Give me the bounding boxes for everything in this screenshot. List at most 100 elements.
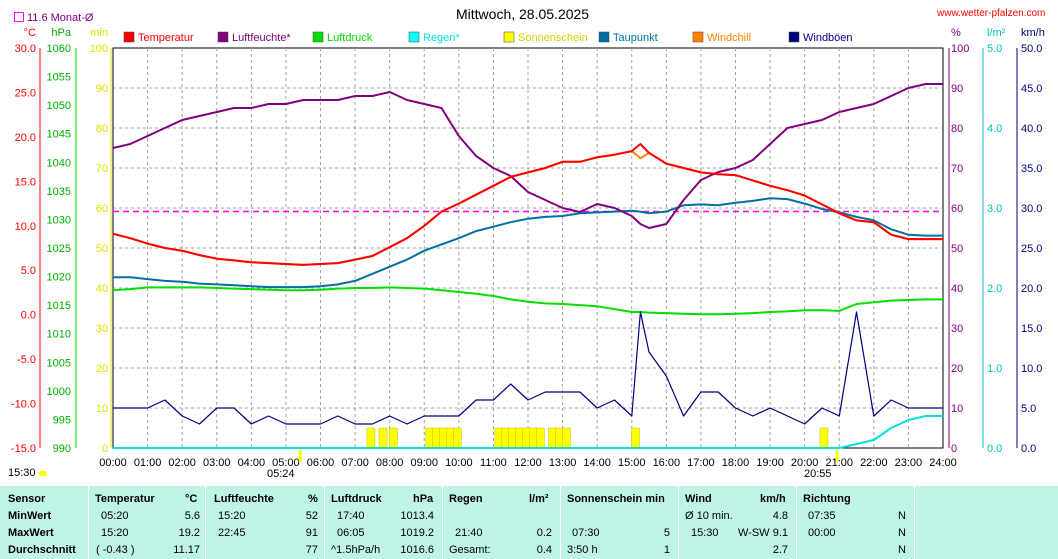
x-tick-label: 24:00 (929, 457, 957, 469)
sun-value: 1 (663, 544, 670, 556)
legend-label: Regen* (423, 32, 460, 44)
stats-table: Sensor Temperatur °C Luftfeuchte % Luftd… (0, 486, 1058, 559)
x-tick-label: 19:00 (756, 457, 784, 469)
x-tick-label: 16:00 (653, 457, 681, 469)
pressure-value: 1019.2 (400, 527, 434, 539)
temperature-axis-tick-label: 0.0 (21, 310, 36, 322)
wind-axis-tick-label: 20.0 (1021, 283, 1042, 295)
wind-axis-tick-label: 15.0 (1021, 323, 1042, 335)
humidity-axis-tick-label: 50 (951, 243, 963, 255)
humidity-axis-tick-label: 90 (951, 83, 963, 95)
temp-value: 5.6 (184, 510, 200, 522)
humidity-axis-tick-label: 70 (951, 163, 963, 175)
wind-value: 4.8 (772, 510, 788, 522)
humidity-axis-tick-label: 20 (951, 363, 963, 375)
humidity-axis-tick-label: 80 (951, 123, 963, 135)
table-row-average: Durchschnitt ( -0.43 ) 11.17 77 ^1.5hPa/… (0, 541, 1058, 559)
direction-time: 07:35 (808, 510, 836, 522)
sunshine-axis-tick-label: 80 (96, 123, 108, 135)
pressure-axis-unit-label: hPa (51, 27, 71, 39)
header-pressure: Luftdruck (331, 493, 382, 505)
legend-swatch (217, 31, 229, 43)
header-rain: Regen (449, 493, 483, 505)
legend-swatch (598, 31, 610, 43)
weather-chart-svg: 00:00 01:00 02:00 03:00 04:00 05:00 06:00 07:00… (11, 27, 1045, 469)
series-line-windben (113, 311, 943, 425)
header-pressure-unit: hPa (413, 493, 434, 505)
humidity-axis-tick-label: 40 (951, 283, 963, 295)
row-label: MinWert (8, 510, 52, 522)
humidity-time: 22:45 (218, 527, 246, 539)
temperature-axis-tick-label: -10.0 (11, 399, 36, 411)
sunset-time: 20:55 (804, 468, 832, 480)
sun-time: 07:30 (572, 527, 600, 539)
legend-label: Temperatur (138, 32, 194, 44)
x-tick-label: 17:00 (687, 457, 715, 469)
sunshine-bar (453, 427, 462, 449)
temp-time: 05:20 (101, 510, 129, 522)
wind-axis-tick-label: 10.0 (1021, 363, 1042, 375)
sunshine-axis-tick-label: 10 (96, 403, 108, 415)
table-divider (678, 486, 679, 559)
sunshine-bar (389, 427, 398, 449)
temperature-axis-tick-label: 25.0 (15, 87, 36, 99)
legend-swatch (312, 31, 324, 43)
rain-axis-tick-label: 3.0 (987, 203, 1002, 215)
header-rain-unit: l/m² (529, 493, 549, 505)
temperature-axis-tick-label: -15.0 (11, 443, 36, 455)
x-tick-label: 14:00 (583, 457, 611, 469)
temperature-axis-tick-label: 20.0 (15, 132, 36, 144)
sunshine-bar (366, 427, 376, 449)
wind-axis-tick-label: 30.0 (1021, 203, 1042, 215)
temperature-axis-unit-label: °C (24, 27, 36, 39)
temperature-axis-tick-label: 15.0 (15, 176, 36, 188)
humidity-value: 91 (305, 527, 318, 539)
table-divider (205, 486, 206, 559)
wind-label: 15:30 (691, 527, 719, 539)
rain-value: 0.2 (536, 527, 552, 539)
source-link[interactable]: www.wetter-pfalzen.com (937, 8, 1046, 19)
x-tick-label: 07:00 (341, 457, 369, 469)
sunshine-bar (631, 427, 640, 449)
humidity-value: 77 (305, 544, 318, 556)
direction-time: 00:00 (808, 527, 836, 539)
legend-swatch (788, 31, 800, 43)
sunshine-axis-tick-label: 100 (90, 43, 108, 55)
wind-axis-tick-label: 25.0 (1021, 243, 1042, 255)
pressure-value: 1013.4 (400, 510, 434, 522)
month-average-label: 11.6 Monat-Ø (14, 12, 93, 24)
legend-swatch (692, 31, 704, 43)
x-tick-label: 08:00 (376, 457, 404, 469)
series-line-temperatur (112, 143, 943, 266)
wind-axis-tick-label: 0.0 (1021, 443, 1036, 455)
sunshine-bar (562, 427, 571, 449)
header-wind-unit: km/h (760, 493, 786, 505)
direction-value: N (898, 510, 906, 522)
row-label: Durchschnitt (8, 544, 76, 556)
sunshine-axis-tick-label: 60 (96, 203, 108, 215)
pressure-axis-tick-label: 1025 (47, 243, 71, 255)
temp-value: 19.2 (178, 527, 200, 539)
humidity-axis-tick-label: 30 (951, 323, 963, 335)
sunshine-axis-tick-label: 20 (96, 363, 108, 375)
wind-axis-tick-label: 40.0 (1021, 123, 1042, 135)
header-sunshine: Sonnenschein min (567, 493, 665, 505)
wind-axis-tick-label: 5.0 (1021, 403, 1036, 415)
wind-extra: W-SW (738, 527, 770, 539)
x-tick-label: 12:00 (514, 457, 542, 469)
legend-swatch (123, 31, 135, 43)
rain-axis-tick-label: 5.0 (987, 43, 1002, 55)
humidity-axis-tick-label: 0 (951, 443, 957, 455)
temperature-axis-tick-label: -5.0 (17, 354, 36, 366)
x-tick-label: 13:00 (549, 457, 577, 469)
rain-time: Gesamt: (449, 544, 491, 556)
sunrise-time: 05:24 (267, 468, 295, 480)
x-tick-label: 22:00 (860, 457, 888, 469)
humidity-axis-tick-label: 10 (951, 403, 963, 415)
left-time-mark: 15:30 (8, 467, 47, 479)
series-line-taupunkt (113, 197, 943, 289)
sunshine-axis-tick-label: 70 (96, 163, 108, 175)
table-divider (560, 486, 561, 559)
legend-label: Windchill (707, 32, 751, 44)
sunrise-marker (298, 450, 302, 462)
